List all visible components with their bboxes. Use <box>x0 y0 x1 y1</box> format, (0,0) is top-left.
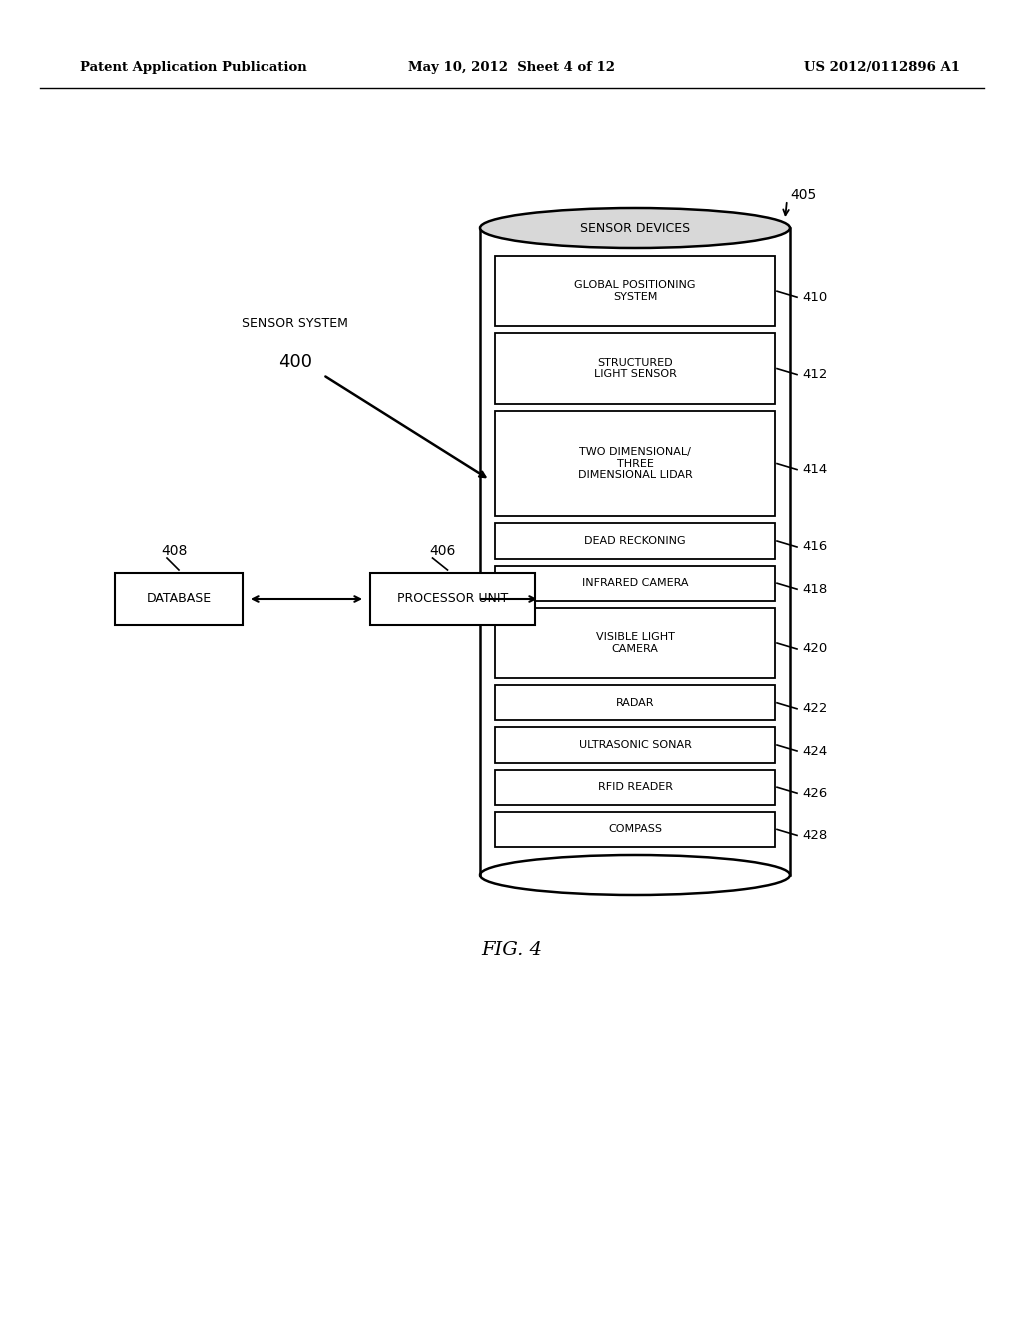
Text: DATABASE: DATABASE <box>146 593 212 606</box>
Text: 410: 410 <box>802 290 827 304</box>
Bar <box>495 770 775 805</box>
Text: VISIBLE LIGHT
CAMERA: VISIBLE LIGHT CAMERA <box>596 632 675 653</box>
Text: 418: 418 <box>802 582 827 595</box>
Text: Patent Application Publication: Patent Application Publication <box>80 62 307 74</box>
Text: ULTRASONIC SONAR: ULTRASONIC SONAR <box>579 741 691 750</box>
Text: COMPASS: COMPASS <box>608 825 662 834</box>
Text: 408: 408 <box>161 544 187 558</box>
Text: INFRARED CAMERA: INFRARED CAMERA <box>582 578 688 589</box>
Bar <box>370 573 535 624</box>
Bar <box>495 565 775 601</box>
Text: DEAD RECKONING: DEAD RECKONING <box>584 536 686 546</box>
Bar <box>495 256 775 326</box>
Text: 414: 414 <box>802 463 827 477</box>
Bar <box>495 334 775 404</box>
Text: 412: 412 <box>802 368 827 381</box>
Ellipse shape <box>480 855 790 895</box>
Text: 428: 428 <box>802 829 827 842</box>
Text: PROCESSOR UNIT: PROCESSOR UNIT <box>397 593 508 606</box>
Text: 424: 424 <box>802 744 827 758</box>
Bar <box>495 727 775 763</box>
Text: STRUCTURED
LIGHT SENSOR: STRUCTURED LIGHT SENSOR <box>594 358 677 379</box>
Bar <box>480 228 790 875</box>
Text: 422: 422 <box>802 702 827 715</box>
Text: GLOBAL POSITIONING
SYSTEM: GLOBAL POSITIONING SYSTEM <box>574 280 695 302</box>
Text: FIG. 4: FIG. 4 <box>481 941 543 960</box>
Text: SENSOR DEVICES: SENSOR DEVICES <box>580 222 690 235</box>
Ellipse shape <box>480 209 790 248</box>
Text: 406: 406 <box>429 544 456 558</box>
Text: US 2012/0112896 A1: US 2012/0112896 A1 <box>804 62 961 74</box>
Bar <box>495 411 775 516</box>
Text: TWO DIMENSIONAL/
THREE
DIMENSIONAL LIDAR: TWO DIMENSIONAL/ THREE DIMENSIONAL LIDAR <box>578 447 692 480</box>
Text: 400: 400 <box>278 352 312 371</box>
Bar <box>495 812 775 847</box>
Bar <box>115 573 243 624</box>
Text: May 10, 2012  Sheet 4 of 12: May 10, 2012 Sheet 4 of 12 <box>409 62 615 74</box>
Bar <box>495 607 775 678</box>
Text: 405: 405 <box>790 187 816 202</box>
Text: RFID READER: RFID READER <box>597 783 673 792</box>
Text: 426: 426 <box>802 787 827 800</box>
Text: 416: 416 <box>802 540 827 553</box>
Text: SENSOR SYSTEM: SENSOR SYSTEM <box>242 317 348 330</box>
Text: 420: 420 <box>802 643 827 656</box>
Bar <box>495 524 775 558</box>
Text: RADAR: RADAR <box>615 698 654 708</box>
Bar <box>495 685 775 721</box>
